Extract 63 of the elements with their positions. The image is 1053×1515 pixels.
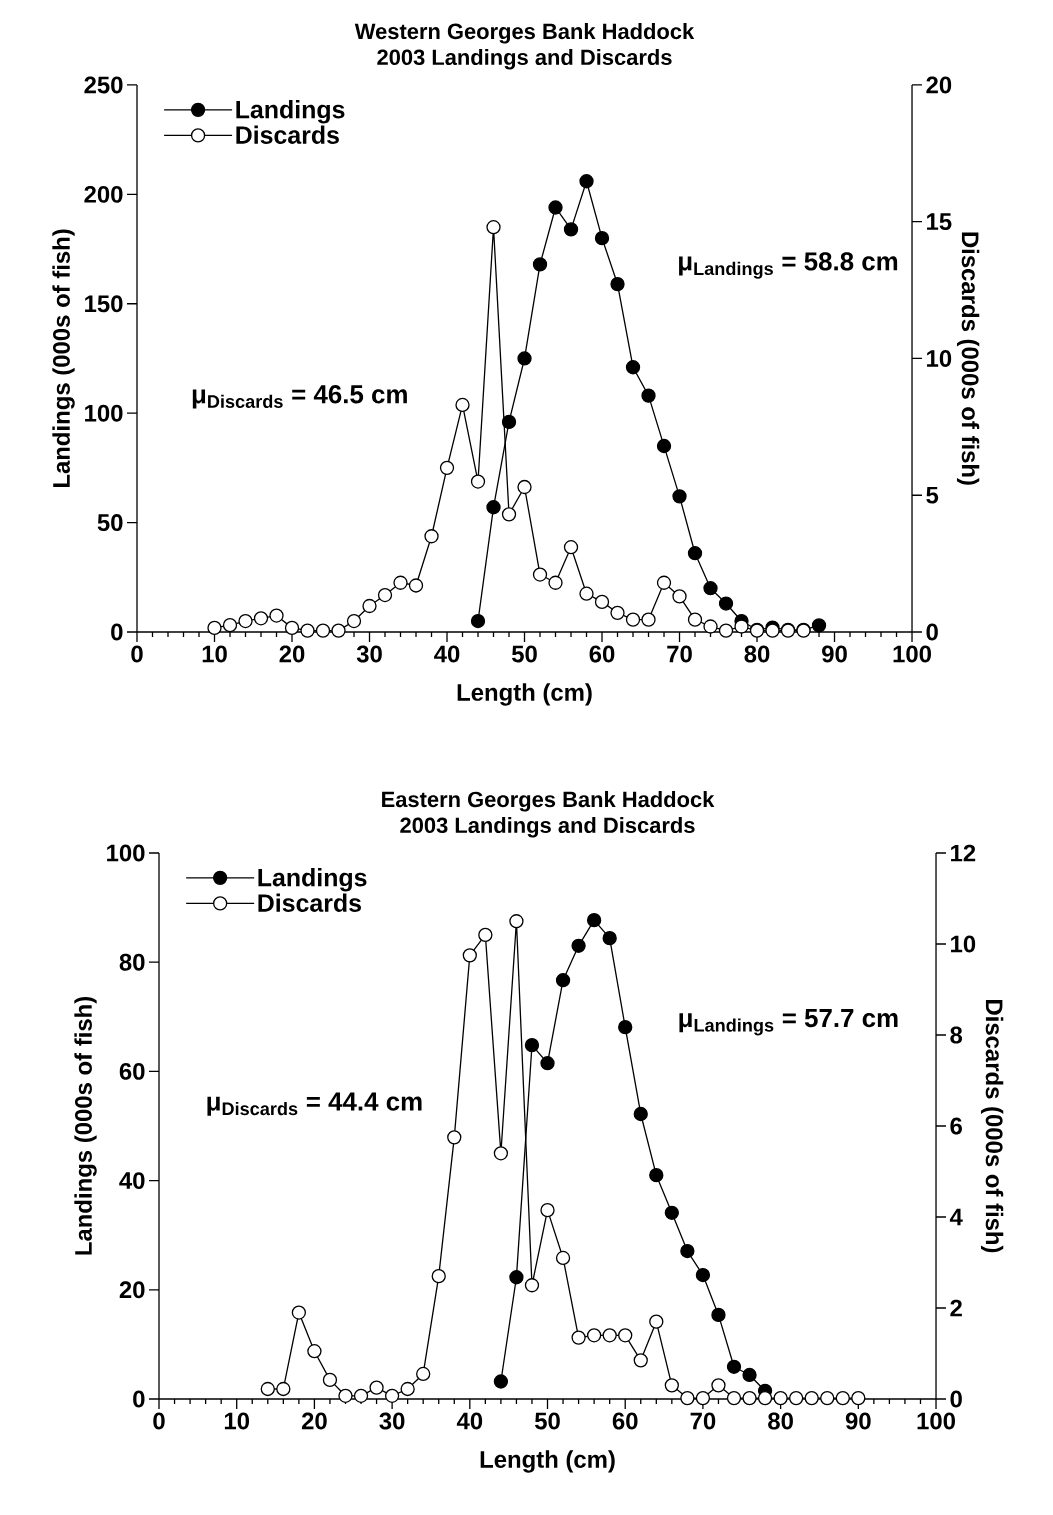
x-tick-label: 90 bbox=[845, 1412, 871, 1430]
y2-tick-label: 10 bbox=[951, 935, 976, 953]
y-tick-label: 50 bbox=[97, 514, 123, 532]
x-tick-label: 80 bbox=[744, 645, 770, 663]
x-tick-label: 60 bbox=[589, 645, 615, 663]
x-tick-label: 10 bbox=[224, 1412, 250, 1430]
y2-tick-label: 15 bbox=[927, 213, 952, 231]
chart-subtitle: 2003 Landings and Discards bbox=[400, 816, 695, 838]
y2-tick-label: 4 bbox=[949, 1208, 963, 1226]
y-tick-label: 250 bbox=[84, 76, 123, 94]
legend-label: Landings bbox=[236, 100, 345, 124]
y2-axis-title: Discards (000s of fish) bbox=[956, 232, 980, 485]
x-tick-label: 100 bbox=[917, 1412, 955, 1430]
x-tick-label: 40 bbox=[434, 645, 460, 663]
y-tick-label: 40 bbox=[119, 1172, 145, 1190]
x-tick-label: 90 bbox=[822, 645, 847, 663]
chart-subtitle: 2003 Landings and Discards bbox=[377, 48, 672, 70]
y2-tick-label: 8 bbox=[950, 1026, 963, 1044]
x-tick-label: 20 bbox=[279, 645, 305, 663]
y-tick-label: 60 bbox=[119, 1062, 145, 1080]
x-tick-label: 0 bbox=[153, 1412, 165, 1430]
y2-axis-title: Discards (000s of fish) bbox=[980, 1000, 1004, 1253]
y-tick-label: 20 bbox=[119, 1281, 145, 1299]
y-tick-label: 100 bbox=[85, 404, 123, 422]
x-tick-label: 40 bbox=[456, 1412, 483, 1430]
y2-tick-label: 5 bbox=[926, 486, 939, 504]
y-tick-label: 0 bbox=[111, 623, 123, 641]
y2-tick-label: 2 bbox=[950, 1299, 962, 1317]
y-axis-title: Landings (000s of fish) bbox=[74, 997, 97, 1255]
x-tick-label: 30 bbox=[379, 1412, 405, 1430]
y-tick-label: 100 bbox=[107, 844, 145, 862]
x-tick-label: 80 bbox=[768, 1412, 793, 1430]
y2-tick-label: 0 bbox=[950, 1390, 962, 1408]
y-axis-title: Landings (000s of fish) bbox=[52, 229, 75, 488]
x-tick-label: 50 bbox=[511, 645, 537, 663]
x-tick-label: 50 bbox=[534, 1412, 560, 1430]
annotation: μ$_{Landings}$ = 58.8 cm bbox=[679, 252, 898, 279]
chart-title: Eastern Georges Bank Haddock bbox=[382, 791, 715, 812]
y-tick-label: 150 bbox=[85, 295, 123, 313]
y2-tick-label: 10 bbox=[927, 350, 952, 367]
x-tick-label: 20 bbox=[301, 1412, 327, 1430]
x-axis-title: Length (cm) bbox=[457, 683, 592, 706]
y2-tick-label: 12 bbox=[951, 844, 976, 862]
y2-tick-label: 6 bbox=[950, 1117, 962, 1135]
annotation: μ$_{Landings}$ = 57.7 cm bbox=[679, 1009, 898, 1036]
y-tick-label: 80 bbox=[119, 953, 145, 971]
y2-tick-label: 0 bbox=[926, 623, 938, 641]
y-tick-label: 200 bbox=[84, 185, 123, 203]
annotation: μ$_{Discards}$ = 44.4 cm bbox=[207, 1092, 422, 1116]
x-tick-label: 70 bbox=[690, 1412, 716, 1430]
x-tick-label: 70 bbox=[667, 645, 692, 663]
x-axis-title: Length (cm) bbox=[480, 1450, 615, 1473]
legend-label: Landings bbox=[258, 868, 367, 892]
legend-label: Discards bbox=[236, 125, 339, 144]
chart-title: Western Georges Bank Haddock bbox=[354, 23, 695, 44]
x-tick-label: 60 bbox=[612, 1412, 638, 1430]
x-tick-label: 30 bbox=[356, 645, 382, 663]
y-tick-label: 0 bbox=[133, 1390, 145, 1408]
x-tick-label: 100 bbox=[893, 645, 931, 663]
annotation: μ$_{Discards}$ = 46.5 cm bbox=[192, 385, 407, 409]
legend-label: Discards bbox=[258, 893, 361, 912]
x-tick-label: 10 bbox=[202, 645, 227, 663]
y2-tick-label: 20 bbox=[926, 76, 952, 94]
